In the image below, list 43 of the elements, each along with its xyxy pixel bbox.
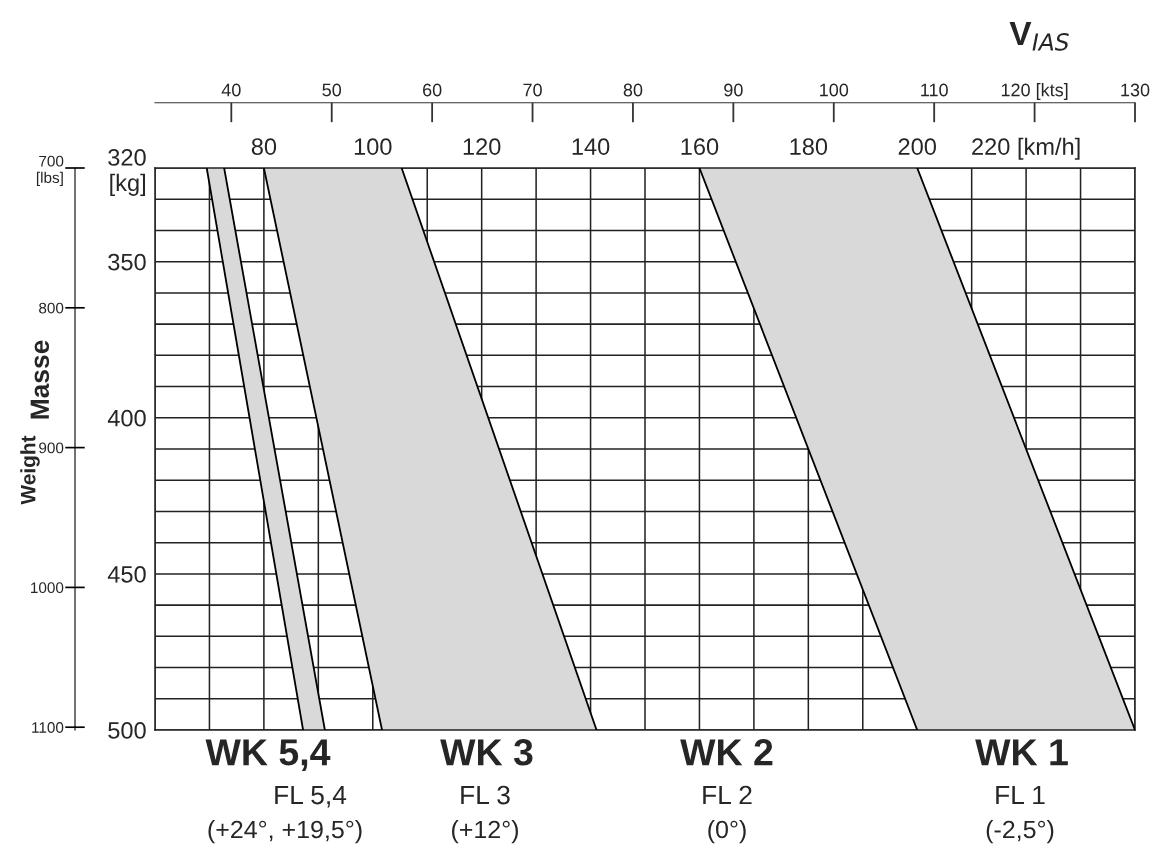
y-tick-label: 500 [108, 722, 146, 739]
text: FL 2 [703, 785, 752, 805]
text: (+12°) [452, 820, 518, 844]
text: Masse [30, 340, 50, 419]
text: FL 3 [461, 785, 510, 805]
x-tick-label: 140 [572, 138, 610, 155]
x2-tick-label: 60 [423, 83, 442, 97]
x-tick-label: 120 [463, 138, 501, 155]
x-tick-label: 220 [km/h] [972, 137, 1080, 160]
text: (0°) [708, 820, 746, 844]
x2-tick-label: 100 [820, 83, 849, 97]
x2-tick-label: 50 [322, 83, 342, 97]
x-tick-label: 160 [681, 138, 719, 155]
y2-tick-label: 700 [lbs] [36, 155, 64, 187]
y2-tick-label: 800 [39, 302, 64, 314]
y-tick-label: 450 [107, 565, 146, 583]
x2-tick-label: 130 [1121, 83, 1150, 97]
text: WK 2 [680, 738, 773, 766]
x2-tick-label: 110 [921, 83, 948, 97]
y-tick-label: 320 [kg] [108, 149, 146, 196]
text: (+24°, +19,5°) [208, 820, 362, 844]
y-tick-label: 400 [107, 409, 146, 427]
x2-tick-label: 80 [623, 83, 643, 97]
x-tick-label: 100 [354, 138, 392, 155]
x-tick-label: 200 [898, 138, 936, 155]
x2-tick-label: 90 [724, 83, 743, 97]
x2-tick-label: 120 [kts] [1001, 83, 1068, 100]
x-tick-label: 80 [251, 138, 277, 155]
text: Weight [20, 435, 40, 505]
text: FL 1 [996, 785, 1045, 805]
text: WK 3 [440, 738, 533, 766]
text: FL 5,4 [275, 785, 347, 808]
text: WK 5,4 [205, 739, 331, 771]
x2-tick-label: 40 [221, 83, 241, 97]
y-tick-label: 350 [108, 253, 146, 271]
x2-tick-label: 70 [523, 83, 542, 97]
x-tick-label: 180 [790, 138, 828, 155]
y2-tick-label: 1100 [32, 722, 64, 733]
y2-tick-label: 1000 [31, 582, 64, 594]
x2-axis-title: V$_{IAS}$ [1009, 22, 1069, 51]
text: WK 1 [975, 739, 1068, 766]
text: (-2,5°) [986, 820, 1054, 844]
y2-tick-label: 900 [39, 442, 64, 454]
